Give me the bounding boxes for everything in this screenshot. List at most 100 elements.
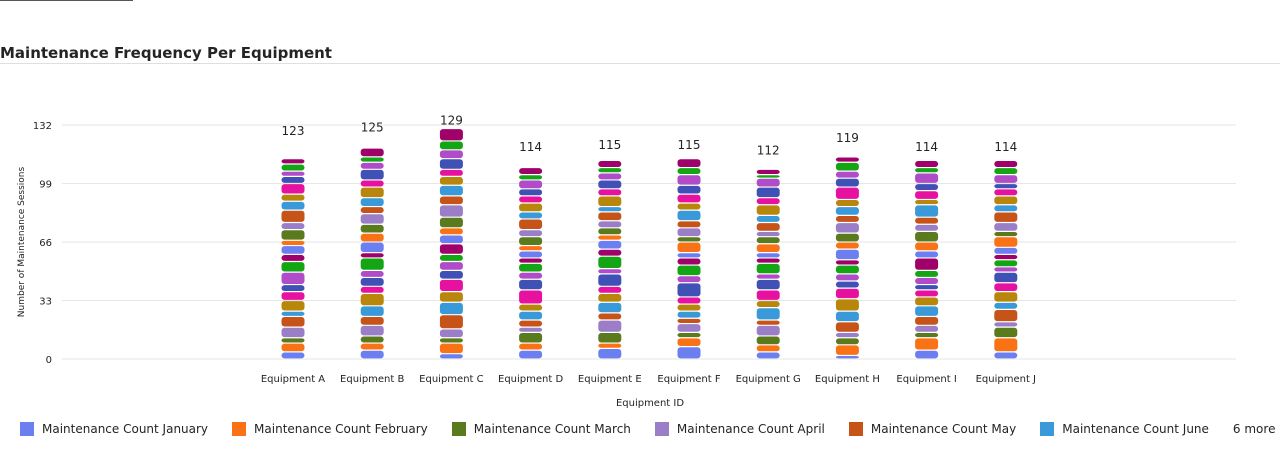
bar-segment[interactable] xyxy=(519,246,543,251)
bar-segment[interactable] xyxy=(994,338,1018,352)
bar-segment[interactable] xyxy=(439,343,463,354)
bar-segment[interactable] xyxy=(677,347,701,359)
bar-segment[interactable] xyxy=(281,255,305,261)
bar-segment[interactable] xyxy=(677,304,701,311)
bar-segment[interactable] xyxy=(994,352,1018,359)
legend-item[interactable]: Maintenance Count June xyxy=(1040,422,1209,436)
bar-segment[interactable] xyxy=(756,352,780,359)
bar-segment[interactable] xyxy=(835,233,859,242)
bar-segment[interactable] xyxy=(281,201,305,210)
bar-segment[interactable] xyxy=(360,180,384,187)
bar-segment[interactable] xyxy=(281,171,305,176)
bar-segment[interactable] xyxy=(519,251,543,258)
bar-segment[interactable] xyxy=(756,169,780,175)
bar-segment[interactable] xyxy=(756,187,780,198)
bar-segment[interactable] xyxy=(360,162,384,169)
bar-segment[interactable] xyxy=(915,168,939,173)
bar-stack[interactable] xyxy=(677,159,701,359)
bar-segment[interactable] xyxy=(994,189,1018,196)
bar-segment[interactable] xyxy=(439,159,463,169)
bar-segment[interactable] xyxy=(835,274,859,281)
bar-segment[interactable] xyxy=(519,290,543,304)
bar-segment[interactable] xyxy=(677,258,701,265)
bar-segment[interactable] xyxy=(281,343,305,352)
bar-segment[interactable] xyxy=(677,318,701,323)
bar-segment[interactable] xyxy=(598,274,622,286)
bar-segment[interactable] xyxy=(915,217,939,224)
bar-segment[interactable] xyxy=(756,178,780,187)
bar-segment[interactable] xyxy=(519,311,543,320)
bar-segment[interactable] xyxy=(439,235,463,244)
bar-segment[interactable] xyxy=(915,278,939,284)
bar-segment[interactable] xyxy=(519,230,543,237)
bar-segment[interactable] xyxy=(519,320,543,327)
bar-segment[interactable] xyxy=(994,196,1018,205)
bar-segment[interactable] xyxy=(915,184,939,190)
bar-segment[interactable] xyxy=(835,288,859,299)
bar-segment[interactable] xyxy=(994,260,1018,267)
bar-segment[interactable] xyxy=(915,191,939,199)
bar-segment[interactable] xyxy=(281,338,305,343)
bar-segment[interactable] xyxy=(756,308,780,320)
bar-segment[interactable] xyxy=(994,302,1018,309)
bar-segment[interactable] xyxy=(915,251,939,258)
bar-segment[interactable] xyxy=(360,278,384,286)
bar-segment[interactable] xyxy=(677,175,701,185)
bar-segment[interactable] xyxy=(835,260,859,265)
bar-segment[interactable] xyxy=(360,187,384,198)
bar-segment[interactable] xyxy=(519,212,543,219)
bar-segment[interactable] xyxy=(756,258,780,263)
bar-segment[interactable] xyxy=(281,223,305,229)
bar-segment[interactable] xyxy=(281,311,305,316)
bar-stack[interactable] xyxy=(360,148,384,359)
bar-segment[interactable] xyxy=(598,240,622,249)
bar-segment[interactable] xyxy=(598,294,622,302)
bar-segment[interactable] xyxy=(994,161,1018,167)
bar-segment[interactable] xyxy=(598,168,622,173)
bar-segment[interactable] xyxy=(439,315,463,329)
bar-segment[interactable] xyxy=(677,237,701,242)
bar-segment[interactable] xyxy=(915,270,939,277)
bar-segment[interactable] xyxy=(677,228,701,237)
bar-segment[interactable] xyxy=(915,290,939,297)
bar-segment[interactable] xyxy=(756,279,780,290)
legend-item[interactable]: Maintenance Count May xyxy=(848,422,1016,436)
bar-segment[interactable] xyxy=(835,242,859,249)
bar-segment[interactable] xyxy=(598,320,622,332)
bar-segment[interactable] xyxy=(439,255,463,261)
bar-segment[interactable] xyxy=(915,205,939,217)
bar-segment[interactable] xyxy=(835,356,859,359)
bar-segment[interactable] xyxy=(360,242,384,253)
bar-segment[interactable] xyxy=(756,301,780,307)
bar-segment[interactable] xyxy=(439,292,463,302)
bar-segment[interactable] xyxy=(360,207,384,214)
bar-segment[interactable] xyxy=(915,258,939,270)
bar-segment[interactable] xyxy=(835,162,859,171)
bar-segment[interactable] xyxy=(915,325,939,332)
bar-segment[interactable] xyxy=(360,224,384,233)
bar-segment[interactable] xyxy=(835,178,859,187)
bar-segment[interactable] xyxy=(360,286,384,293)
bar-segment[interactable] xyxy=(677,185,701,194)
bar-stack[interactable] xyxy=(519,168,543,359)
bar-segment[interactable] xyxy=(994,205,1018,212)
bar-segment[interactable] xyxy=(439,150,463,159)
bar-segment[interactable] xyxy=(756,223,780,231)
bar-segment[interactable] xyxy=(598,269,622,274)
bar-segment[interactable] xyxy=(835,345,859,355)
bar-stack[interactable] xyxy=(281,159,305,359)
bar-segment[interactable] xyxy=(360,317,384,325)
bar-segment[interactable] xyxy=(835,216,859,222)
bar-segment[interactable] xyxy=(835,311,859,322)
bar-segment[interactable] xyxy=(281,210,305,222)
bar-stack[interactable] xyxy=(994,161,1018,359)
bar-segment[interactable] xyxy=(677,203,701,210)
bar-segment[interactable] xyxy=(915,231,939,242)
bar-segment[interactable] xyxy=(994,247,1018,254)
bar-segment[interactable] xyxy=(835,171,859,178)
bar-segment[interactable] xyxy=(677,168,701,175)
bar-segment[interactable] xyxy=(519,350,543,359)
bar-stack[interactable] xyxy=(598,161,622,359)
bar-segment[interactable] xyxy=(994,327,1018,338)
bar-segment[interactable] xyxy=(281,230,305,240)
